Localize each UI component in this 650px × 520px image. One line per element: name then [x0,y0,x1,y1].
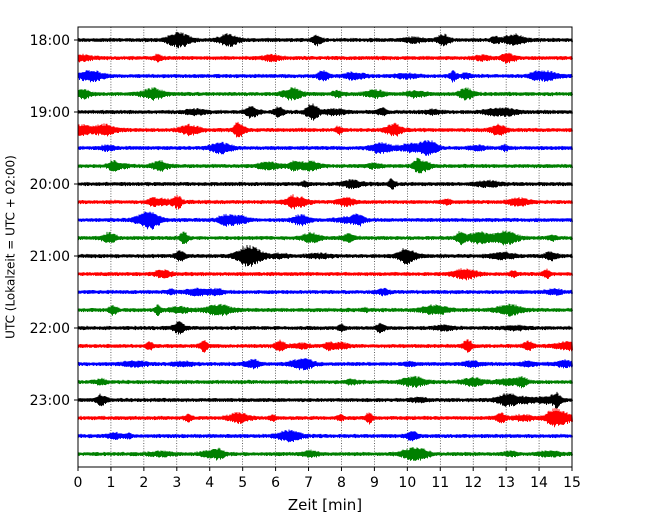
trace-2045 [77,230,573,246]
y-tick-label: 19:00 [30,105,70,121]
x-tick-label: 12 [464,475,482,491]
x-tick-label: 4 [205,475,214,491]
y-axis-ticks: 18:00 19:00 20:00 21:00 22:00 23:00 [30,33,78,409]
y-tick-label: 18:00 [30,33,70,49]
trace-2300 [77,391,573,409]
trace-2030 [77,211,573,230]
trace-1915 [77,121,573,138]
x-tick-label: 3 [172,475,181,491]
x-tick-label: 9 [370,475,379,491]
trace-2015 [77,194,573,210]
trace-1830 [77,69,573,83]
trace-1815 [77,52,573,64]
trace-2130 [77,287,573,297]
y-tick-label: 21:00 [30,249,70,265]
trace-2215 [77,339,573,353]
trace-1930 [77,139,573,156]
trace-2245 [77,375,573,389]
trace-2230 [77,358,573,371]
x-tick-label: 5 [238,475,247,491]
trace-2345 [77,446,573,461]
x-tick-label: 0 [74,475,83,491]
trace-2145 [77,303,573,317]
y-tick-label: 20:00 [30,177,70,193]
trace-2100 [77,244,573,267]
y-tick-label: 22:00 [30,321,70,337]
x-tick-label: 7 [304,475,313,491]
x-tick-label: 1 [106,475,115,491]
x-tick-label: 2 [139,475,148,491]
trace-2000 [77,178,573,190]
trace-1800 [77,31,573,49]
y-axis-label: UTC (Lokalzeit = UTC + 02:00) [4,155,18,339]
trace-1845 [77,87,573,101]
x-tick-label: 11 [431,475,449,491]
x-tick-label: 8 [337,475,346,491]
plot-frame [77,26,573,468]
x-tick-label: 10 [398,475,416,491]
y-tick-label: 23:00 [30,393,70,409]
trace-2200 [77,321,573,335]
trace-1900 [77,103,573,121]
trace-1945 [77,157,573,174]
x-tick-label: 13 [497,475,515,491]
x-axis-label: Zeit [min] [288,496,362,514]
x-tick-label: 6 [271,475,280,491]
seismic-traces [77,31,573,461]
x-axis-ticks: 0 1 2 3 4 5 6 7 8 9 10 11 12 13 14 15 [74,467,581,491]
trace-2330 [77,429,573,443]
x-tick-label: 14 [530,475,548,491]
x-tick-label: 15 [563,475,581,491]
trace-2315 [77,408,573,428]
grid-lines [110,27,540,467]
trace-2115 [77,268,573,281]
